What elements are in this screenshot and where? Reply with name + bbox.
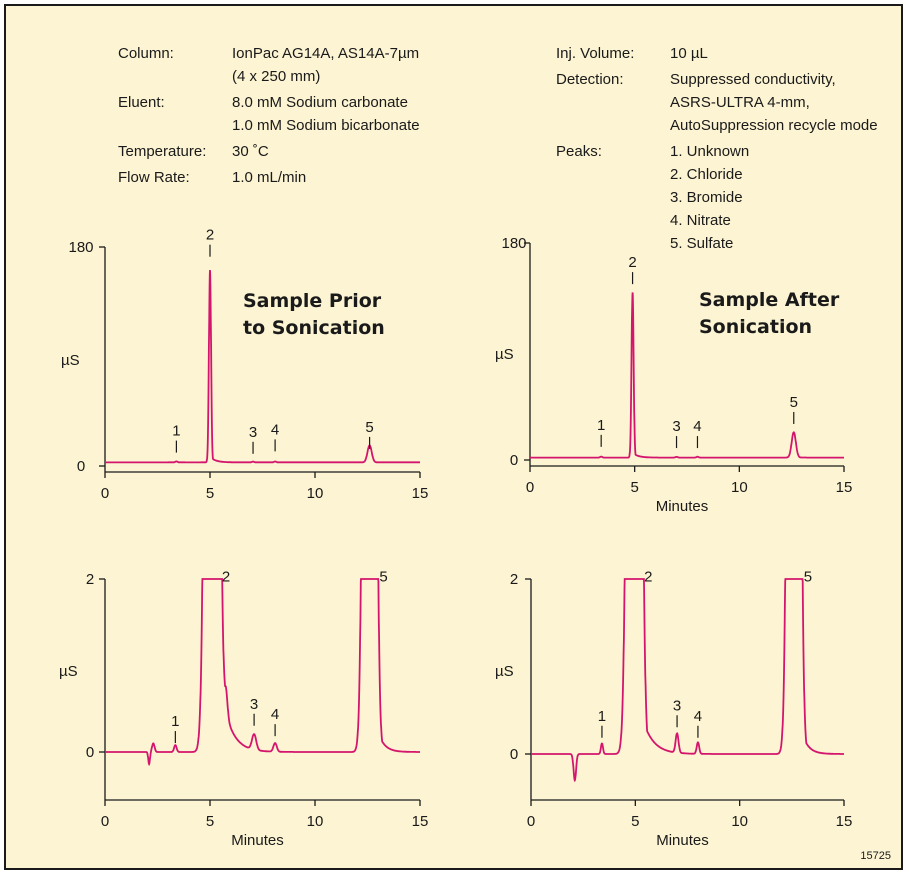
condition-label: Eluent: (118, 94, 165, 111)
condition-label: Flow Rate: (118, 169, 190, 186)
y-tick-label: 0 (86, 744, 94, 761)
peak-label: 3 (250, 696, 258, 713)
x-tick-label: 10 (731, 479, 748, 496)
condition-value: 2. Chloride (670, 166, 743, 183)
x-tick-label: 5 (206, 813, 214, 830)
peak-label: 3 (672, 418, 680, 435)
peak-label: 3 (673, 697, 681, 714)
y-axis-label: µS (495, 346, 514, 363)
chromatogram-trace (531, 578, 844, 783)
peak-label: 4 (693, 418, 701, 435)
y-tick-label: 180 (68, 239, 93, 256)
chart-title: Sample After (699, 289, 840, 311)
y-tick-label: 2 (86, 571, 94, 588)
peak-label: 4 (694, 708, 702, 725)
peak-label: 1 (171, 713, 179, 730)
condition-label: Detection: (556, 71, 624, 88)
chart-title: to Sonication (243, 317, 385, 339)
condition-value: 30 ˚C (232, 143, 269, 160)
y-axis-label: µS (59, 663, 78, 680)
figure-number: 15725 (860, 850, 891, 862)
condition-value: AutoSuppression recycle mode (670, 117, 878, 134)
chart-title: Sonication (699, 316, 812, 338)
condition-value: IonPac AG14A, AS14A-7µm (232, 45, 420, 62)
peak-label: 1 (597, 417, 605, 434)
x-tick-label: 0 (101, 813, 109, 830)
condition-value: 1.0 mM Sodium bicarbonate (232, 117, 420, 134)
condition-label: Peaks: (556, 143, 602, 160)
condition-value: 8.0 mM Sodium carbonate (232, 94, 408, 111)
peak-label: 4 (271, 706, 279, 723)
x-tick-label: 5 (631, 813, 639, 830)
condition-value: 3. Bromide (670, 189, 743, 206)
x-tick-label: 10 (731, 813, 748, 830)
condition-value: 1.0 mL/min (232, 169, 307, 186)
peak-label: 2 (206, 227, 214, 244)
condition-value: (4 x 250 mm) (232, 68, 321, 85)
condition-label: Temperature: (118, 143, 207, 160)
peak-label: 2 (644, 569, 652, 586)
x-tick-label: 10 (307, 485, 324, 502)
condition-value: 1. Unknown (670, 143, 750, 160)
x-axis-label: Minutes (231, 832, 284, 849)
chart-title: Sample Prior (243, 290, 382, 312)
y-tick-label: 0 (510, 746, 518, 763)
y-tick-label: 0 (77, 458, 85, 475)
peak-label: 2 (222, 569, 230, 586)
x-tick-label: 0 (527, 813, 535, 830)
peak-label: 1 (598, 708, 606, 725)
x-axis-label: Minutes (656, 498, 709, 515)
x-tick-label: 5 (630, 479, 638, 496)
condition-label: Column: (118, 45, 174, 62)
peak-label: 2 (628, 254, 636, 271)
peak-label: 4 (271, 421, 279, 438)
x-tick-label: 15 (412, 485, 429, 502)
peak-label: 3 (249, 424, 257, 441)
y-tick-label: 0 (510, 452, 518, 469)
x-tick-label: 10 (307, 813, 324, 830)
x-tick-label: 15 (836, 813, 853, 830)
figure-frame: Column: IonPac AG14A, AS14A-7µm (4 x 250 m… (4, 4, 903, 870)
condition-value: 5. Sulfate (670, 235, 734, 252)
y-tick-label: 180 (501, 235, 526, 252)
y-tick-label: 2 (510, 571, 518, 588)
peak-label: 1 (172, 423, 180, 440)
condition-value: 4. Nitrate (670, 212, 731, 229)
condition-value: ASRS-ULTRA 4-mm, (670, 94, 810, 111)
y-axis-label: µS (495, 663, 514, 680)
y-axis-label: µS (61, 352, 80, 369)
x-tick-label: 0 (101, 485, 109, 502)
x-tick-label: 0 (526, 479, 534, 496)
condition-value: 10 µL (670, 45, 708, 62)
chromatogram-trace (105, 270, 420, 464)
peak-label: 5 (379, 569, 387, 586)
x-tick-label: 5 (206, 485, 214, 502)
peak-label: 5 (365, 419, 373, 436)
chromatogram-trace (105, 578, 420, 767)
chromatogram-trace (530, 292, 844, 459)
x-axis-label: Minutes (656, 832, 709, 849)
condition-value: Suppressed conductivity, (670, 71, 836, 88)
peak-label: 5 (790, 394, 798, 411)
x-tick-label: 15 (836, 479, 853, 496)
peak-label: 5 (804, 569, 812, 586)
x-tick-label: 15 (412, 813, 429, 830)
condition-label: Inj. Volume: (556, 45, 635, 62)
